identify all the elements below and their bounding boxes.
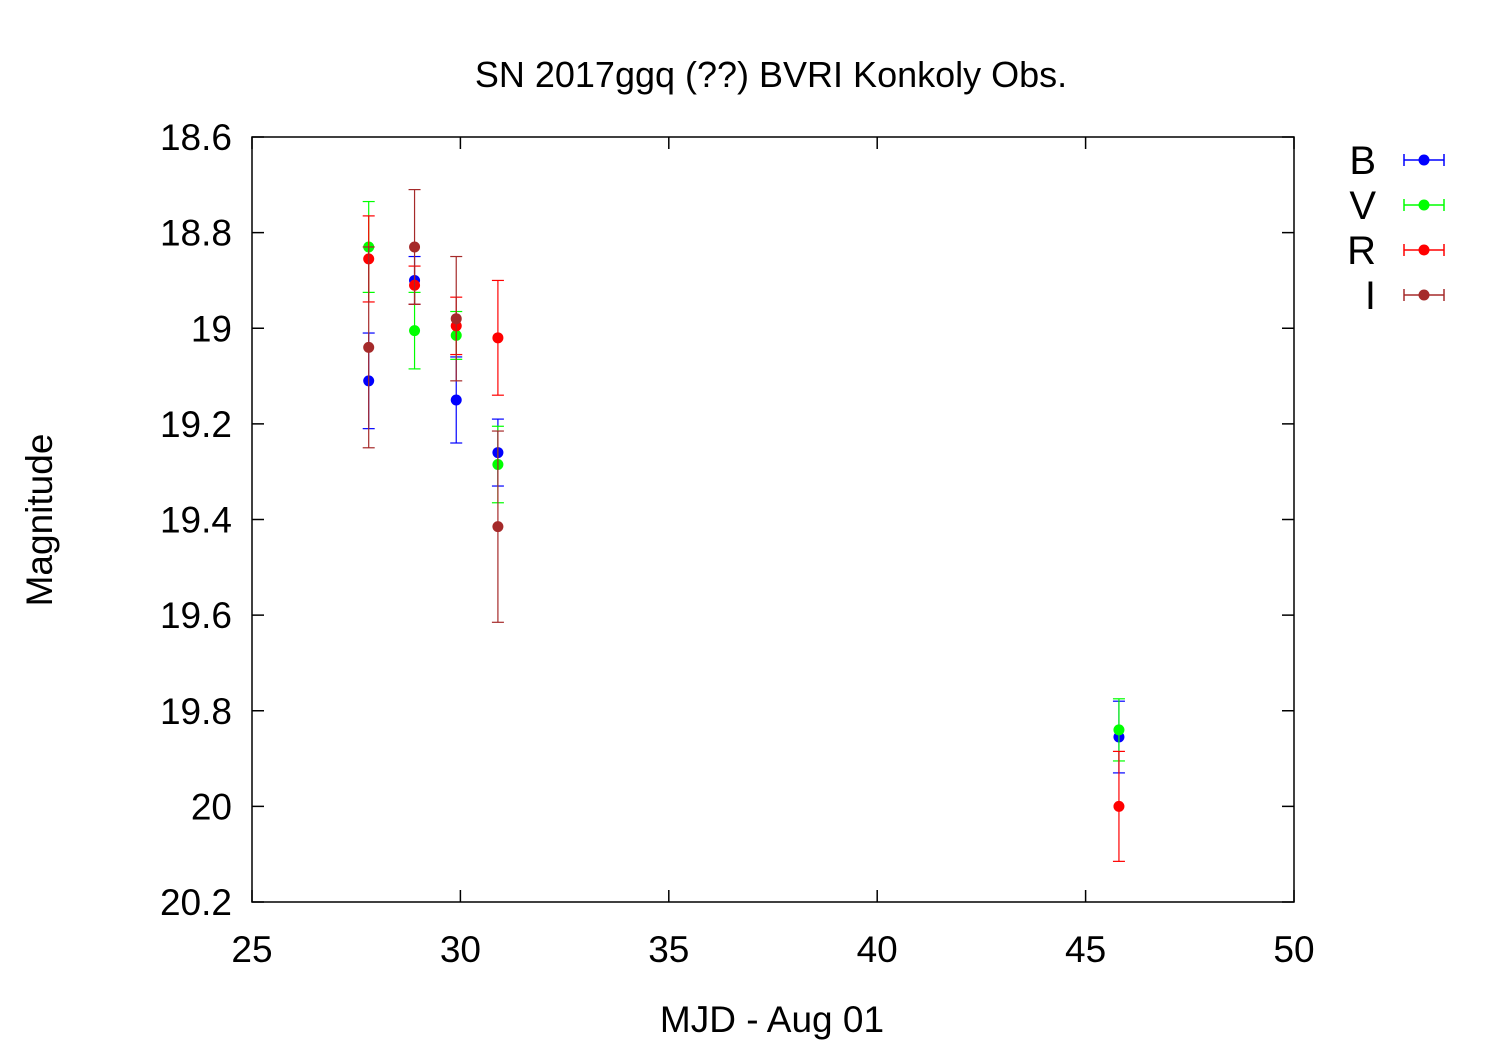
y-tick-label: 18.6 — [160, 117, 232, 158]
legend-marker — [1418, 244, 1430, 256]
legend-marker — [1418, 154, 1430, 166]
x-tick-label: 50 — [1273, 929, 1314, 970]
legend-label-R: R — [1347, 229, 1376, 273]
y-axis-label: Magnitude — [19, 434, 60, 607]
legend-label-B: B — [1349, 139, 1376, 183]
x-tick-label: 40 — [857, 929, 898, 970]
y-tick-label: 19.8 — [160, 691, 232, 732]
legend-marker — [1418, 289, 1430, 301]
data-point — [409, 325, 421, 337]
series-V — [362, 200, 1125, 762]
x-tick-label: 45 — [1065, 929, 1106, 970]
series-R — [362, 215, 1125, 862]
series-I — [362, 188, 504, 623]
legend: BVRI — [1347, 139, 1445, 318]
data-point — [409, 241, 421, 253]
data-point — [450, 313, 462, 325]
series-B — [362, 255, 1125, 774]
plot-frame — [251, 136, 1295, 903]
y-tick-label: 20 — [191, 786, 232, 827]
y-tick-label: 20.2 — [160, 882, 232, 923]
x-tick-label: 35 — [648, 929, 689, 970]
y-tick-label: 19 — [191, 308, 232, 349]
data-point — [492, 521, 504, 533]
data-point — [450, 394, 462, 406]
legend-marker — [1418, 199, 1430, 211]
x-axis-label: MJD - Aug 01 — [660, 999, 884, 1040]
data-point — [1113, 724, 1125, 736]
data-point — [492, 332, 504, 344]
legend-label-V: V — [1349, 184, 1376, 228]
x-tick-label: 30 — [440, 929, 481, 970]
y-tick-label: 19.2 — [160, 404, 232, 445]
chart-title: SN 2017ggq (??) BVRI Konkoly Obs. — [475, 54, 1067, 95]
plot-data — [362, 188, 1125, 862]
y-tick-label: 18.8 — [160, 213, 232, 254]
axes: 25 30 35 40 45 50 18.6 18.8 19 19.2 19.4 19.6 19.8 20… — [160, 117, 1315, 970]
data-point — [1113, 800, 1125, 812]
data-point — [363, 341, 375, 353]
legend-label-I: I — [1365, 274, 1376, 318]
x-tick-label: 25 — [231, 929, 272, 970]
y-tick-label: 19.6 — [160, 595, 232, 636]
y-tick-label: 19.4 — [160, 500, 232, 541]
